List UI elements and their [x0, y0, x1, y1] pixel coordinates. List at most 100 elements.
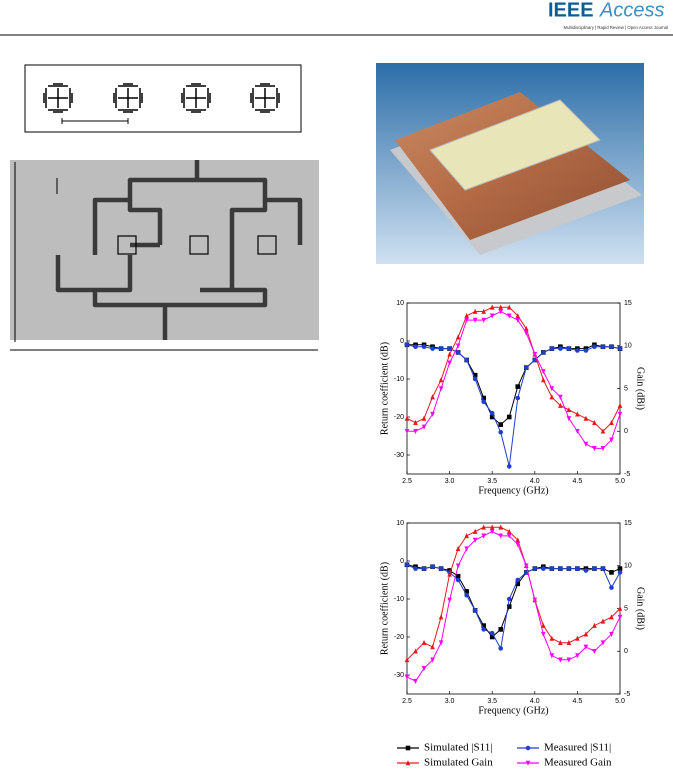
marker — [404, 342, 410, 348]
series-line — [407, 310, 621, 449]
marker — [481, 395, 486, 401]
y-tick-label: -10 — [394, 596, 404, 603]
prototype-photo — [376, 63, 644, 264]
marker — [447, 571, 452, 577]
marker — [515, 581, 521, 587]
marker — [472, 608, 478, 613]
y2-tick-label: 0 — [624, 428, 628, 435]
marker — [489, 524, 495, 530]
marker — [430, 346, 435, 351]
marker — [558, 566, 563, 571]
marker — [464, 592, 469, 598]
marker — [575, 566, 580, 571]
marker — [506, 596, 512, 602]
marker — [438, 614, 444, 620]
marker — [541, 631, 546, 637]
marker — [489, 410, 495, 416]
marker — [592, 446, 597, 452]
marker — [617, 566, 623, 571]
marker — [558, 639, 563, 645]
marker — [558, 346, 563, 351]
marker — [472, 308, 478, 314]
y2-axis-label: Gain (dBi) — [635, 367, 646, 410]
marker — [515, 577, 521, 583]
x-tick-label: 3.0 — [445, 698, 455, 705]
marker — [566, 639, 572, 645]
marker — [472, 376, 478, 382]
x-tick-label: 3.5 — [487, 478, 497, 485]
x-tick-label: 3.5 — [487, 698, 497, 705]
marker — [592, 419, 597, 425]
marker — [575, 348, 580, 353]
marker — [498, 627, 504, 632]
marker — [430, 394, 435, 400]
marker — [404, 657, 410, 663]
marker — [413, 648, 418, 654]
marker — [549, 394, 555, 400]
marker — [498, 533, 504, 539]
x-tick-label: 2.5 — [402, 478, 412, 485]
x-tick-label: 2.5 — [402, 698, 412, 705]
y-tick-label: -10 — [394, 376, 404, 383]
marker — [609, 585, 614, 590]
marker — [464, 313, 469, 319]
marker — [583, 631, 589, 637]
series-line — [406, 306, 621, 432]
marker — [464, 546, 469, 552]
marker — [515, 317, 521, 323]
legend-label: Simulated |S11| — [424, 742, 492, 754]
marker — [421, 566, 427, 571]
marker — [506, 313, 512, 319]
x-tick-label: 5.0 — [615, 698, 625, 705]
marker — [515, 395, 521, 401]
marker — [506, 528, 512, 534]
y-tick-label: -20 — [394, 414, 404, 421]
marker — [600, 566, 606, 571]
marker — [438, 566, 444, 571]
marker — [515, 542, 521, 548]
marker — [549, 635, 555, 641]
y2-tick-label: 5 — [624, 605, 628, 612]
marker — [600, 640, 606, 646]
marker — [481, 623, 486, 628]
marker — [455, 343, 461, 349]
x-axis-label: Frequency (GHz) — [478, 705, 548, 716]
marker — [413, 428, 418, 435]
y-axis-label: Return coefficient (dB) — [379, 562, 390, 655]
marker — [506, 533, 512, 539]
series-line — [406, 526, 621, 661]
marker — [481, 399, 486, 405]
marker — [421, 424, 427, 430]
series-line — [406, 564, 621, 650]
y-tick-label: 10 — [396, 300, 404, 307]
marker — [549, 346, 555, 351]
marker — [481, 627, 486, 632]
marker — [617, 570, 623, 575]
marker — [558, 394, 563, 400]
marker — [541, 622, 546, 628]
marker — [438, 640, 444, 646]
y-tick-label: -30 — [394, 452, 404, 459]
marker — [583, 441, 589, 447]
marker — [430, 644, 435, 650]
marker — [498, 304, 504, 310]
marker — [566, 407, 572, 413]
marker — [430, 411, 435, 417]
y2-tick-label: 5 — [624, 385, 628, 392]
marker — [549, 566, 555, 571]
marker — [404, 674, 410, 680]
marker — [464, 317, 469, 323]
series-line — [406, 344, 621, 467]
marker — [455, 334, 461, 340]
legend-label: Measured Gain — [544, 757, 612, 769]
marker — [498, 429, 504, 435]
marker — [617, 614, 623, 620]
marker — [592, 648, 597, 655]
marker — [421, 415, 427, 421]
marker — [600, 344, 606, 350]
marker — [481, 317, 486, 323]
y2-axis-label: Gain (dBi) — [635, 587, 646, 630]
marker — [455, 350, 461, 355]
legend-marker — [525, 745, 531, 751]
marker — [549, 386, 555, 392]
